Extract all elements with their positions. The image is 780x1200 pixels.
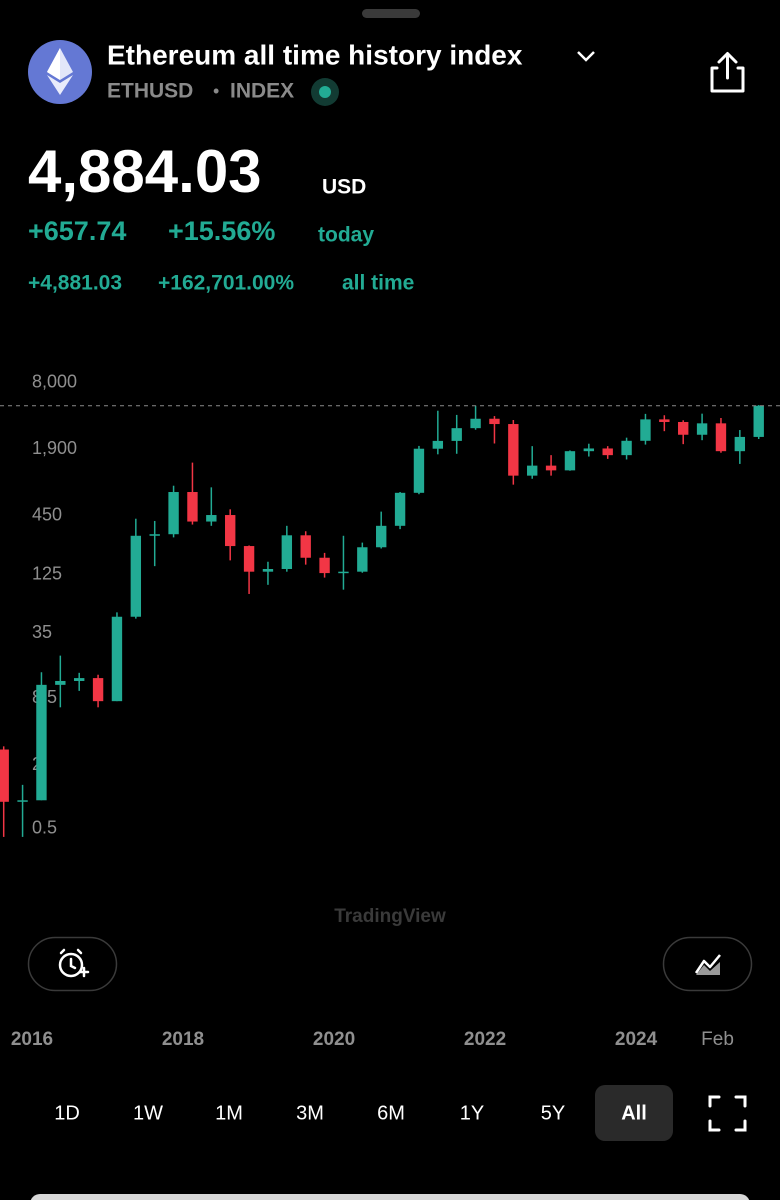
candle-body <box>319 557 330 574</box>
candle-body <box>281 535 293 569</box>
timeframe-button[interactable]: 3M <box>296 1102 324 1124</box>
candle-body <box>659 419 670 422</box>
candle-body <box>489 418 500 425</box>
candle-body <box>451 428 462 441</box>
fullscreen-button[interactable] <box>708 1095 747 1132</box>
title-dropdown-chevron[interactable] <box>577 51 595 62</box>
timeframe-button[interactable]: 1Y <box>460 1102 484 1124</box>
candle-body <box>130 535 142 617</box>
candle-body <box>92 678 104 702</box>
candle-body <box>111 616 123 702</box>
candle-body <box>715 423 727 452</box>
timeframe-button[interactable]: 1W <box>133 1102 163 1124</box>
candle-body <box>74 678 85 681</box>
candle-body <box>413 448 425 493</box>
candle-body <box>243 546 255 572</box>
x-tick-label: 2024 <box>615 1029 658 1050</box>
y-tick-label: 8,000 <box>32 372 77 392</box>
timeframe-selected-bg <box>595 1085 673 1141</box>
candle-body <box>734 436 746 452</box>
all-time-change: +4,881.03 <box>28 272 122 295</box>
x-tick-label: 2016 <box>11 1029 53 1050</box>
candle-body <box>508 424 519 476</box>
candle-body <box>149 534 160 536</box>
symbol-exchange: INDEX <box>230 80 294 103</box>
symbol-ticker: ETHUSD <box>107 80 193 103</box>
candle-body <box>36 684 47 801</box>
ethereum-logo <box>28 40 92 104</box>
x-tick-label: 2022 <box>464 1029 506 1050</box>
y-tick-label: 0.5 <box>32 818 57 838</box>
market-status-dot <box>319 86 331 98</box>
candle-body <box>17 800 28 802</box>
timeframe-button[interactable]: 6M <box>377 1102 405 1124</box>
timeframe-button[interactable]: 1D <box>54 1102 80 1124</box>
x-tick-label: Feb <box>701 1029 734 1050</box>
candle-body <box>187 492 198 522</box>
change-period: today <box>318 224 374 247</box>
candle-body <box>0 749 9 802</box>
candle-body <box>168 492 179 535</box>
symbol-separator: • <box>213 81 219 101</box>
change-value: +657.74 <box>28 216 126 246</box>
y-tick-label: 450 <box>32 504 62 524</box>
candle-body <box>470 418 481 429</box>
timeframe-button[interactable]: 5Y <box>541 1102 565 1124</box>
candle-body <box>338 571 349 574</box>
bottom-sheet-edge <box>30 1194 750 1200</box>
candle-body <box>621 440 632 456</box>
price-currency: USD <box>322 176 366 199</box>
candle-body <box>545 465 557 471</box>
last-price: 4,884.03 <box>28 138 262 205</box>
candle-body <box>602 448 613 456</box>
timeframe-selector: 1D 1W 1M 3M 6M 1Y 5Y All <box>54 1085 673 1141</box>
candle-body <box>357 547 368 572</box>
candle-body <box>527 465 538 476</box>
drag-handle[interactable] <box>362 9 420 18</box>
candle-body <box>678 421 689 435</box>
time-axis: 2016 2018 2020 2022 2024 Feb <box>11 1029 734 1050</box>
all-time-label: all time <box>342 272 414 295</box>
y-tick-label: 125 <box>32 563 62 583</box>
add-alert-button[interactable] <box>27 936 118 992</box>
candle-body <box>225 515 236 547</box>
candle-body <box>583 448 595 452</box>
candle-body <box>753 405 764 437</box>
y-tick-label: 1,900 <box>32 438 77 458</box>
timeframe-button[interactable]: All <box>621 1102 647 1124</box>
candle-body <box>432 440 444 449</box>
share-button[interactable] <box>710 52 745 93</box>
candle-body <box>696 423 708 435</box>
candle-body <box>300 535 311 558</box>
timeframe-button[interactable]: 1M <box>215 1102 243 1124</box>
candle-body <box>55 680 66 685</box>
candle-body <box>640 419 651 441</box>
y-tick-label: 35 <box>32 622 52 642</box>
candle-body <box>394 492 406 526</box>
x-tick-label: 2018 <box>162 1029 204 1050</box>
watermark: TradingView <box>334 906 446 927</box>
all-time-percent: +162,701.00% <box>158 272 294 295</box>
candle-body <box>206 515 217 522</box>
candle-body <box>262 568 274 572</box>
candle-body <box>564 451 576 471</box>
candle-body <box>376 525 387 548</box>
change-percent: +15.56% <box>168 216 275 246</box>
chart-style-button[interactable] <box>662 936 753 992</box>
x-tick-label: 2020 <box>313 1029 355 1050</box>
symbol-title[interactable]: Ethereum all time history index <box>107 39 523 70</box>
